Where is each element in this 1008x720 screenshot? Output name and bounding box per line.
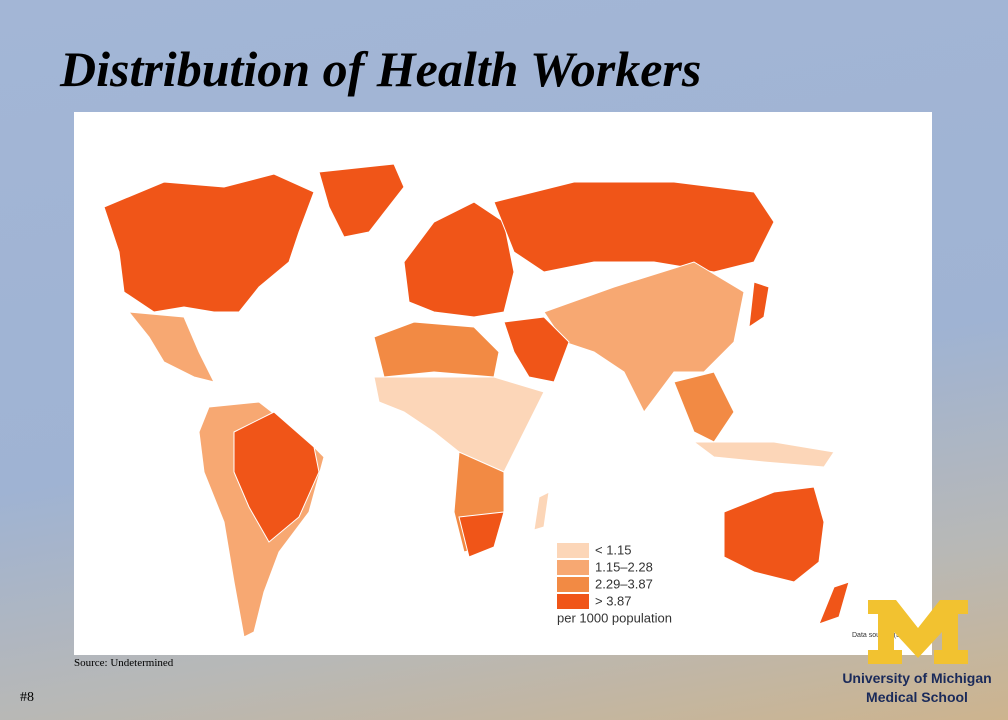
slide-title: Distribution of Health Workers bbox=[60, 41, 702, 97]
russia bbox=[493, 181, 775, 273]
legend-label: > 3.87 bbox=[595, 593, 632, 608]
slide-number: #8 bbox=[20, 690, 34, 705]
new-zealand bbox=[818, 581, 850, 625]
logo-line1: University of Michigan bbox=[842, 670, 992, 686]
legend-swatch bbox=[557, 577, 589, 592]
legend-swatch bbox=[557, 594, 589, 609]
middle-east bbox=[503, 316, 570, 383]
africa-north bbox=[373, 321, 500, 378]
greenland bbox=[318, 163, 405, 238]
world-map: < 1.15 1.15–2.28 2.29–3.87 > 3.87 per 1000 p… bbox=[103, 163, 902, 639]
indonesia bbox=[692, 441, 835, 468]
logo-line2: Medical School bbox=[866, 689, 968, 705]
brazil bbox=[233, 411, 320, 543]
logo-m bbox=[868, 600, 968, 664]
legend-label: 1.15–2.28 bbox=[595, 559, 653, 574]
source-note: Source: Undetermined bbox=[74, 657, 174, 669]
mexico-central-america bbox=[127, 311, 215, 383]
china-south-asia bbox=[543, 261, 745, 413]
legend-label: 2.29–3.87 bbox=[595, 576, 653, 591]
north-america bbox=[103, 173, 315, 313]
japan bbox=[748, 281, 770, 329]
legend-swatch bbox=[557, 543, 589, 558]
legend-unit: per 1000 population bbox=[557, 610, 672, 625]
legend-swatch bbox=[557, 560, 589, 575]
europe bbox=[403, 201, 515, 318]
legend: < 1.15 1.15–2.28 2.29–3.87 > 3.87 per 1000 p… bbox=[557, 542, 672, 625]
south-africa bbox=[458, 511, 505, 558]
legend-label: < 1.15 bbox=[595, 542, 632, 557]
australia bbox=[723, 486, 825, 583]
southeast-asia bbox=[673, 371, 735, 443]
data-source: Data source: (3) bbox=[852, 632, 902, 639]
logo-mark bbox=[868, 600, 968, 664]
map-panel: < 1.15 1.15–2.28 2.29–3.87 > 3.87 per 1000 p… bbox=[74, 112, 932, 655]
madagascar bbox=[533, 491, 550, 531]
